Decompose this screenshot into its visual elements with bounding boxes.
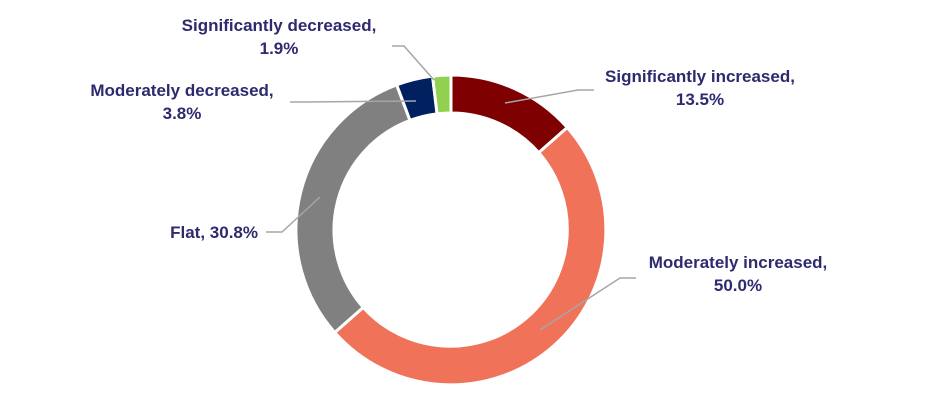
leader-lines-layer — [266, 45, 636, 331]
data-label-category: Moderately decreased, — [90, 81, 273, 100]
slices-layer — [294, 73, 608, 387]
leader-line-moderately-increased — [539, 277, 636, 331]
data-label-value: 50.0% — [714, 276, 762, 295]
slice-moderately-increased — [332, 125, 608, 387]
data-label-moderately-increased: Moderately increased, 50.0% — [649, 253, 828, 295]
data-label-category: Significantly increased, — [605, 67, 795, 86]
data-label-flat: Flat, 30.8% — [170, 223, 258, 242]
data-labels-layer: Significantly increased, 13.5% Moderately … — [90, 16, 827, 295]
slice-flat — [294, 82, 412, 335]
slice-significantly-decreased — [430, 73, 453, 116]
data-label-moderately-decreased: Moderately decreased, 3.8% — [90, 81, 273, 123]
data-label-category: Moderately increased, — [649, 253, 828, 272]
data-label-category: Significantly decreased, — [182, 16, 377, 35]
leader-line-flat — [266, 196, 321, 233]
data-label-significantly-increased: Significantly increased, 13.5% — [605, 67, 795, 109]
data-label-value: 13.5% — [676, 90, 724, 109]
data-label-value: 3.8% — [163, 104, 202, 123]
leader-line-significantly-decreased — [392, 45, 435, 81]
leader-line-significantly-increased — [504, 89, 594, 104]
data-label-value: 1.9% — [260, 39, 299, 58]
data-label-significantly-decreased: Significantly decreased, 1.9% — [182, 16, 377, 58]
leader-line-moderately-decreased — [290, 100, 417, 103]
